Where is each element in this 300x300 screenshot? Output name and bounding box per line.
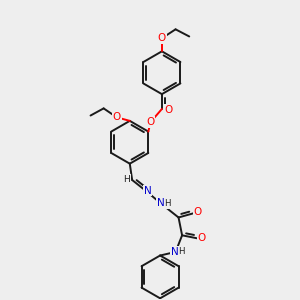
- Text: N: N: [171, 247, 178, 256]
- Text: O: O: [158, 33, 166, 43]
- Text: O: O: [197, 233, 206, 243]
- Text: N: N: [157, 199, 165, 208]
- Text: O: O: [146, 117, 155, 127]
- Text: O: O: [164, 105, 172, 115]
- Text: N: N: [144, 186, 152, 196]
- Text: O: O: [194, 207, 202, 218]
- Text: O: O: [112, 112, 121, 122]
- Text: H: H: [165, 199, 171, 208]
- Text: H: H: [123, 175, 130, 184]
- Text: H: H: [178, 247, 185, 256]
